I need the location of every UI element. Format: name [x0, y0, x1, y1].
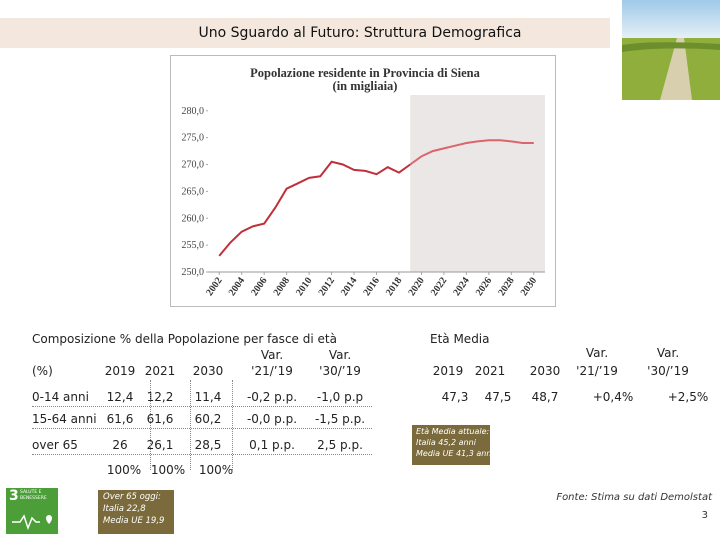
total-cell: 100%	[106, 463, 142, 477]
y-tick-label: 255,0	[182, 240, 205, 251]
table-cell: -0,0 p.p.	[246, 412, 298, 426]
table-cell: 48,7	[531, 390, 559, 404]
table-cell: 28,5	[194, 438, 222, 452]
chart-title: (in migliaia)	[333, 79, 398, 93]
y-tick-label: 270,0	[182, 160, 205, 171]
y-tick-label: 260,0	[182, 213, 205, 224]
projection-line	[420, 139, 534, 158]
row-rule	[32, 454, 372, 455]
y-tick-label: 280,0	[182, 106, 205, 117]
table-cell: 47,5	[484, 390, 512, 404]
note-box	[412, 425, 490, 465]
page-number: 3	[701, 510, 708, 521]
table-cell: 61,6	[146, 412, 174, 426]
column-header: (%)	[32, 364, 53, 378]
projection-shade	[410, 95, 545, 272]
source: Fonte: Stima su dati Demolstat	[556, 492, 712, 503]
row-label: 15-64 anni	[32, 412, 97, 426]
total-cell: 100%	[198, 463, 234, 477]
column-header: 2019	[432, 364, 464, 378]
note-box	[98, 490, 174, 534]
column-rule	[190, 380, 191, 470]
badge-text: SALUTE E	[20, 490, 42, 495]
badge-number: 3	[9, 488, 19, 504]
column-header: 2030	[192, 364, 224, 378]
note-text: Over 65 oggi:	[103, 492, 161, 502]
section-title: Composizione % della Popolazione per fas…	[32, 332, 337, 346]
column-header: '21/’19	[251, 364, 293, 378]
section-title: Età Media	[430, 332, 490, 346]
y-tick-label: 250,0	[182, 267, 205, 278]
column-header: Var.	[585, 346, 609, 360]
row-label: 0-14 anni	[32, 390, 89, 404]
badge-text: BENESSERE	[20, 496, 47, 501]
history-line	[218, 160, 411, 257]
row-label: over 65	[32, 438, 78, 452]
column-header: '30/’19	[319, 364, 361, 378]
landscape-image	[622, 0, 720, 100]
table-cell: 0,1 p.p.	[249, 438, 295, 452]
table-cell: 61,6	[106, 412, 134, 426]
column-header: Var.	[656, 346, 680, 360]
row-rule	[32, 428, 372, 429]
table-cell: -1,5 p.p.	[314, 412, 366, 426]
note-text: Italia 45,2 anni	[416, 438, 476, 447]
chart-title: Popolazione residente in Provincia di Si…	[250, 66, 481, 80]
table-cell: 60,2	[194, 412, 222, 426]
table-cell: 11,4	[194, 390, 222, 404]
column-header: '21/’19	[576, 364, 618, 378]
table-cell: -0,2 p.p.	[246, 390, 298, 404]
column-header: 2030	[529, 364, 561, 378]
column-header: 2021	[144, 364, 176, 378]
column-header: '30/’19	[647, 364, 689, 378]
line-chart: Popolazione residente in Provincia di Si…	[170, 55, 556, 307]
column-rule	[150, 380, 151, 470]
table-cell: 26,1	[146, 438, 174, 452]
column-header: 2021	[474, 364, 506, 378]
table-cell: 2,5 p.p.	[317, 438, 363, 452]
table-cell: 47,3	[441, 390, 469, 404]
total-cell: 100%	[150, 463, 186, 477]
row-rule	[32, 406, 372, 407]
table-cell: 26	[112, 438, 128, 452]
note-text: Età Media attuale:	[416, 427, 490, 436]
note-text: Italia 22,8	[103, 504, 146, 514]
table-cell: 12,2	[146, 390, 174, 404]
column-header: Var.	[328, 348, 352, 362]
connector	[409, 155, 422, 166]
sdg-badge	[6, 488, 58, 534]
column-header: Var.	[260, 348, 284, 362]
table-cell: 12,4	[106, 390, 134, 404]
y-tick-label: 275,0	[182, 133, 205, 144]
column-header: 2019	[104, 364, 136, 378]
table-cell: -1,0 p.p	[316, 390, 364, 404]
table-cell: +0,4%	[592, 390, 634, 404]
y-tick-label: 265,0	[182, 186, 205, 197]
column-rule	[232, 380, 233, 470]
note-text: Media UE 41,3 anni	[416, 449, 494, 458]
title-bar	[0, 18, 610, 48]
table-cell: +2,5%	[667, 390, 709, 404]
note-text: Media UE 19,9	[103, 516, 165, 526]
slide-title: Uno Sguardo al Futuro: Struttura Demogra…	[198, 25, 522, 41]
